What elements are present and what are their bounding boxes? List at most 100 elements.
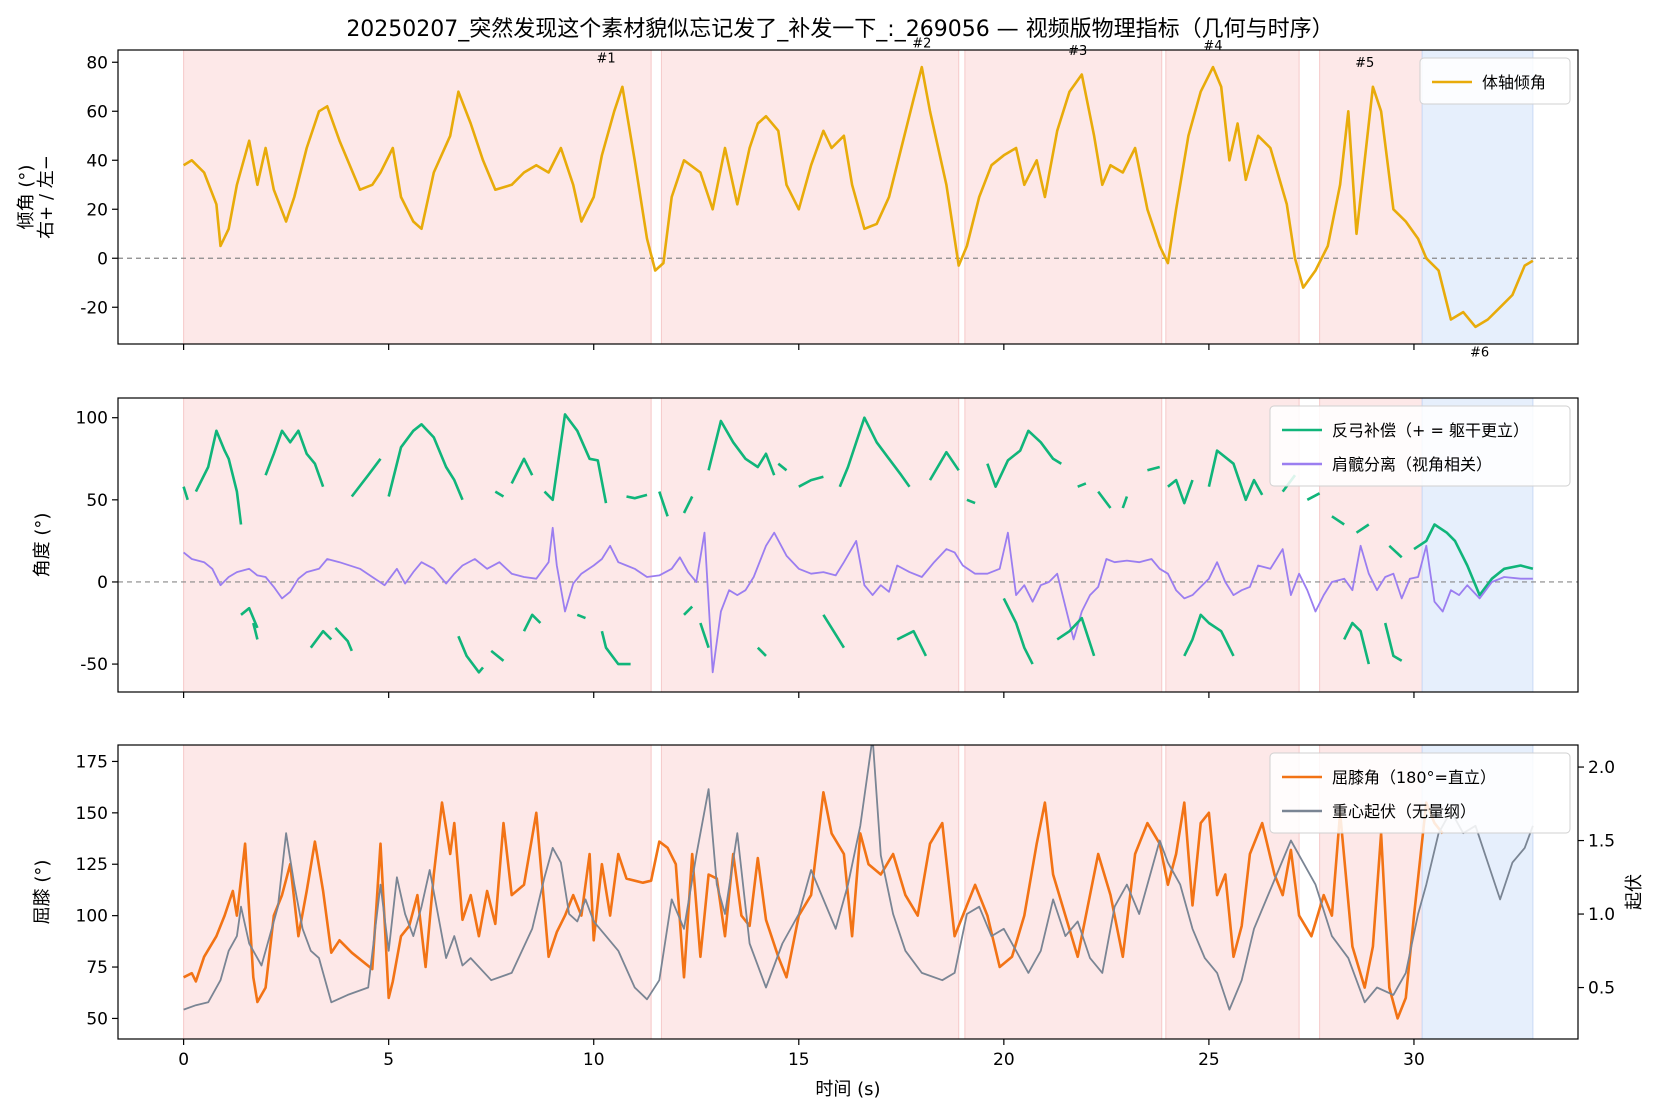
series-line-1-part-12 [707,419,776,476]
arch-low-part-5 [457,635,484,674]
y-tick-label: 60 [86,102,108,122]
axes-frame [117,397,1579,693]
arch-low-part-1 [240,606,259,629]
series-line-1-part-3 [264,429,325,488]
x-tick-label: 15 [788,1050,810,1070]
plot-area [183,745,1534,1039]
series-line-1-part-20 [1097,490,1112,509]
legend-box [1269,405,1571,487]
series-line-1-part-4 [350,458,382,498]
arch-low-part-18 [1343,621,1371,665]
series-line-2 [183,745,1534,1011]
x-axis-label: 时间 (s) [815,1079,880,1100]
arch-low-part-17 [1183,613,1235,657]
series-line-1-part-9 [626,493,648,500]
series-line-1-part-8 [543,413,608,504]
series-line-1-part-15 [838,416,911,488]
y-tick-label: -20 [80,298,108,318]
series-line-1-part-23 [1167,478,1194,505]
peak-annotation: #4 [1203,39,1222,54]
arch-low-part-8 [576,613,586,620]
y-tick-label: 40 [86,151,108,171]
segment-band-3 [964,50,1163,344]
series-line-1-part-13 [777,462,788,472]
axes-frame [117,49,1579,345]
series-line-1-part-5 [387,423,464,501]
arch-low-part-15 [1002,597,1034,665]
segment-band-2 [660,745,960,1039]
plot-area [118,398,1578,692]
series-line-1-part-26 [1306,492,1321,501]
series-line-2 [183,526,1533,674]
series-line-1-part-28 [1355,523,1370,534]
peak-annotation: #3 [1068,44,1087,59]
y-right-tick-label: 0.5 [1588,979,1615,999]
legend-box [1269,752,1571,834]
legend: 屈膝角（180°=直立） 重心起伏（无量纲） [1269,752,1571,834]
arch-low-part-19 [1383,622,1403,662]
axes-frame [117,744,1579,1040]
y-tick-label: 0 [97,573,108,593]
arch-low-part-14 [896,629,928,657]
series-line-1-part-2 [194,429,243,525]
y-tick-label: 150 [76,804,108,824]
arch-low-part-13 [822,614,846,649]
arch-low-part-6 [490,649,505,662]
y-tick-label: 100 [76,409,108,429]
arch-low-part-16 [1056,616,1096,657]
peak-annotation: #6 [1470,345,1489,360]
y-right-tick-label: 1.0 [1588,905,1615,925]
segment-band-2 [660,50,960,344]
y-right-tick-label: 2.0 [1588,758,1615,778]
legend-label: 反弓补偿（+ = 躯干更立） [1332,421,1529,440]
angle-panel: 100 50 0 -50 角度 (°) 反弓补偿（+ = 躯干更立） 肩髋分离（视角相关） [32,397,1579,698]
legend-label: 屈膝角（180°=直立） [1332,768,1496,787]
series-line-1-part-21 [1121,496,1129,509]
series-line-1-part-16 [928,450,960,481]
series-line-1-part-22 [1147,465,1161,472]
y-tick-label: -50 [80,655,108,675]
chart-title: 20250207_突然发现这个素材貌似忘记发了_补发一下_:_269056 — … [346,17,1333,42]
arch-low-part-4 [334,627,353,652]
series-line-1-part-29 [1388,544,1403,559]
series-line-1-part-27 [1331,515,1345,526]
series-line-1 [183,791,1444,1020]
x-tick-label: 5 [383,1050,394,1070]
y-axis-label: 屈膝 (°) [32,860,53,925]
knee-panel: 175 150 125 100 75 50 2.0 1.5 1.0 0.5 起伏 0 5 10 15 20 25… [32,744,1645,1100]
x-tick-label: 25 [1198,1050,1220,1070]
y-tick-label: 50 [86,1009,108,1029]
series-line-1-part-10 [658,491,669,517]
arch-low-part-9 [600,630,631,666]
y-tick-label: 175 [76,752,108,772]
segment-band-4 [1165,50,1300,344]
y-tick-label: 20 [86,200,108,220]
legend-label: 体轴倾角 [1482,73,1546,92]
segment-band-3 [964,398,1163,692]
x-tick-label: 10 [583,1050,605,1070]
y-axis-label: 角度 (°) [32,513,53,578]
series-line-1-part-11 [682,495,694,514]
arch-low-part-10 [683,605,694,616]
arch-low-part-11 [699,622,710,649]
series-line-1-part-30 [1413,523,1534,597]
y-tick-label: 100 [76,907,108,927]
arch-low-part-7 [522,613,542,632]
legend-box [1419,57,1571,105]
y-tick-label: 80 [86,53,108,73]
segment-band-1 [183,398,652,692]
x-tick-label: 30 [1403,1050,1425,1070]
arch-low-part-2 [252,622,259,640]
series-line-1-part-17 [966,498,976,505]
y-right-tick-label: 1.5 [1588,832,1615,852]
series-line-1 [182,65,1534,329]
x-tick-label: 20 [993,1050,1015,1070]
y-tick-label: 75 [86,958,108,978]
series-line-1-part-19 [1077,482,1087,488]
y-tick-label: 125 [76,855,108,875]
x-tick-label: 0 [178,1050,189,1070]
tilt-panel: #1 #2 #3 #4 #5 #6 80 60 40 20 0 -20 倾角 (°) 右+ / 左− 体轴倾… [16,37,1579,360]
y-axis-label-line1: 倾角 (°) [16,165,37,230]
series-line-1-part-24 [1207,449,1264,502]
